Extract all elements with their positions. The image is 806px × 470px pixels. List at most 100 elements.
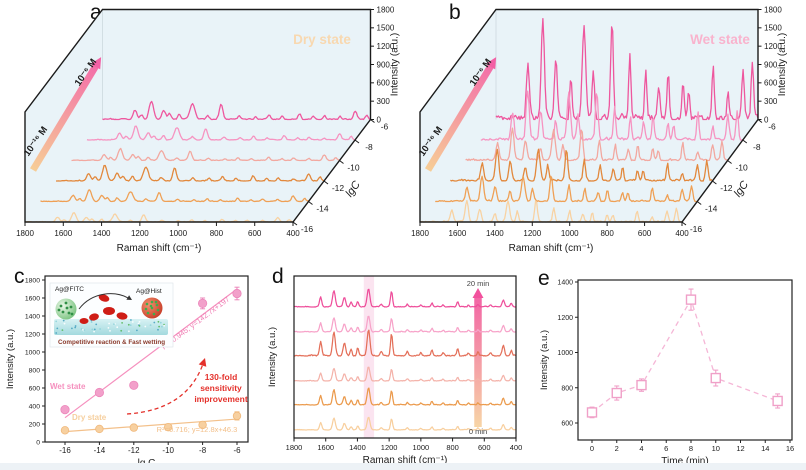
- x-axis: 1800 1600 1400 1200 1000 800 600 400: [411, 222, 689, 238]
- x-tick-label: 600: [248, 229, 262, 238]
- wet-data-point: [94, 387, 105, 398]
- y-tick-label: 1400: [25, 314, 40, 321]
- panel-c: 0 200 400 600 800 1000 1200 1400 1600 1800 Intensi…: [0, 262, 264, 470]
- y-tick-label: 800: [29, 368, 41, 375]
- wet-data-point: [60, 405, 70, 415]
- y-tick-label: 1200: [557, 315, 573, 322]
- x-axis: 1800 1600 1400 1200 1000 800 600 400: [286, 438, 523, 452]
- x-tick-label: 600: [478, 443, 491, 452]
- panel-e-chart: 600 800 1000 1200 1400 0 2 4 6 8 10 12 14 16 Time (min…: [539, 279, 794, 467]
- x-tick-label: 14: [761, 444, 769, 453]
- z-tick-label: -8: [753, 142, 761, 152]
- dry-state-label: Dry state: [72, 413, 107, 422]
- x-tick-label: -16: [59, 446, 71, 455]
- y-tick-label: 1200: [25, 332, 40, 339]
- dry-data-point: [198, 420, 207, 430]
- panel-a-letter: a: [90, 1, 102, 24]
- y-axis-title: Intensity (a.u.): [539, 330, 550, 390]
- spectrum-trace: [294, 416, 517, 431]
- spectrum-trace: [71, 147, 340, 162]
- inset-caption: Competitive reaction & Fast wetting: [58, 339, 165, 346]
- spectrum-trace: [495, 17, 759, 121]
- z-tick-label: -14: [316, 204, 329, 214]
- data-point-marker: [710, 372, 721, 384]
- x-tick-label: 10: [712, 444, 720, 453]
- spectrum-trace: [293, 315, 517, 333]
- z-tick-label: -10: [735, 163, 748, 173]
- y-axis-title: Intensity (a.u.): [267, 327, 278, 387]
- dry-data-point: [129, 423, 138, 432]
- z-axis: -16-14 -12-10 -8 -6: [292, 119, 389, 234]
- x-tick-label: 1200: [523, 229, 541, 238]
- wet-state-label: Wet state: [50, 382, 86, 391]
- x-axis-title: Time (min): [661, 456, 708, 467]
- inset-illustration: Ag@FITC Ag@Hist Competitive reaction & Fas…: [49, 282, 174, 348]
- time-arrowhead-icon: [472, 288, 484, 298]
- spectrum-trace: [450, 148, 713, 182]
- x-tick-label: 1800: [286, 443, 303, 452]
- x-axis: 1800 1600 1400 1200 1000 800 600 400: [16, 222, 300, 238]
- y-tick-label: 0: [36, 440, 40, 447]
- time-end-label: 20 min: [467, 279, 490, 288]
- analyte-blob-icon: [116, 312, 128, 320]
- x-axis: -16 -14 -12 -10 -8 -6: [59, 442, 241, 455]
- x-axis-title: Raman shift (cm⁻¹): [117, 243, 202, 254]
- x-tick-label: 1600: [54, 229, 72, 238]
- x-tick-label: -6: [233, 446, 241, 455]
- spectrum-trace: [293, 288, 516, 308]
- ag-fitc-label: Ag@FITC: [55, 286, 84, 293]
- spectrum-trace: [40, 189, 309, 203]
- z-tick-label: -12: [720, 183, 733, 193]
- concentration-arrow: [30, 62, 100, 172]
- substrate-band: [54, 319, 168, 335]
- spectrum-trace: [435, 175, 698, 203]
- y-tick-label: 1200: [377, 42, 395, 51]
- analyte-blob-icon: [98, 294, 110, 302]
- dry-fit-line: [64, 418, 238, 433]
- page-edge-strip: [0, 463, 806, 470]
- x-tick-label: 1400: [93, 229, 111, 238]
- x-tick-label: -14: [94, 446, 106, 455]
- y-axis-title: Intensity (a.u.): [777, 33, 788, 96]
- panel-c-letter: c: [14, 265, 25, 288]
- z-tick-label: -12: [332, 183, 345, 193]
- dry-fit-equation: R²=0.716; y=12.8x+46.3: [157, 425, 238, 434]
- wet-data-point: [232, 288, 242, 299]
- plot-frame: [577, 279, 793, 441]
- x-tick-label: 400: [510, 443, 523, 452]
- panel-d-letter: d: [272, 265, 284, 288]
- data-point-marker: [611, 387, 622, 399]
- x-axis-title: Raman shift (cm⁻¹): [363, 455, 448, 466]
- x-tick-label: 1000: [413, 443, 430, 452]
- analyte-blob-icon: [79, 318, 89, 324]
- panel-c-chart: 0 200 400 600 800 1000 1200 1400 1600 1800 Intensi…: [5, 275, 249, 469]
- data-point-marker: [772, 395, 783, 407]
- y-tick-label: 400: [29, 404, 41, 411]
- z-tick-label: -6: [381, 122, 389, 132]
- y-tick-label: 600: [764, 79, 778, 88]
- y-tick-label: 900: [764, 60, 778, 69]
- y-tick-label: 1800: [25, 278, 40, 285]
- x-tick-label: 1200: [131, 229, 149, 238]
- z-axis-title: lgC: [732, 179, 751, 199]
- x-tick-label: 1000: [561, 229, 579, 238]
- z-tick-label: -6: [768, 122, 776, 132]
- y-tick-label: 1000: [557, 350, 573, 357]
- x-tick-label: 1600: [317, 443, 334, 452]
- z-tick-label: -14: [705, 204, 718, 214]
- dry-data-point: [60, 426, 70, 435]
- x-tick-label: 2: [615, 444, 619, 453]
- improvement-arrow: [126, 360, 205, 415]
- wet-data-point: [129, 380, 139, 390]
- x-tick-label: 1200: [381, 443, 398, 452]
- spectrum-trace: [293, 387, 516, 406]
- x-tick-label: -10: [162, 446, 174, 455]
- concentration-arrowhead-icon: [485, 57, 497, 70]
- spectrum-trace: [419, 199, 683, 223]
- x-tick-label: 800: [600, 229, 614, 238]
- y-axis: 0 300 600 900 1200 1500 1800: [370, 5, 395, 124]
- exchange-arrowhead-icon: [126, 295, 132, 300]
- y-tick-label: 1500: [764, 24, 782, 33]
- data-point-marker: [636, 379, 647, 391]
